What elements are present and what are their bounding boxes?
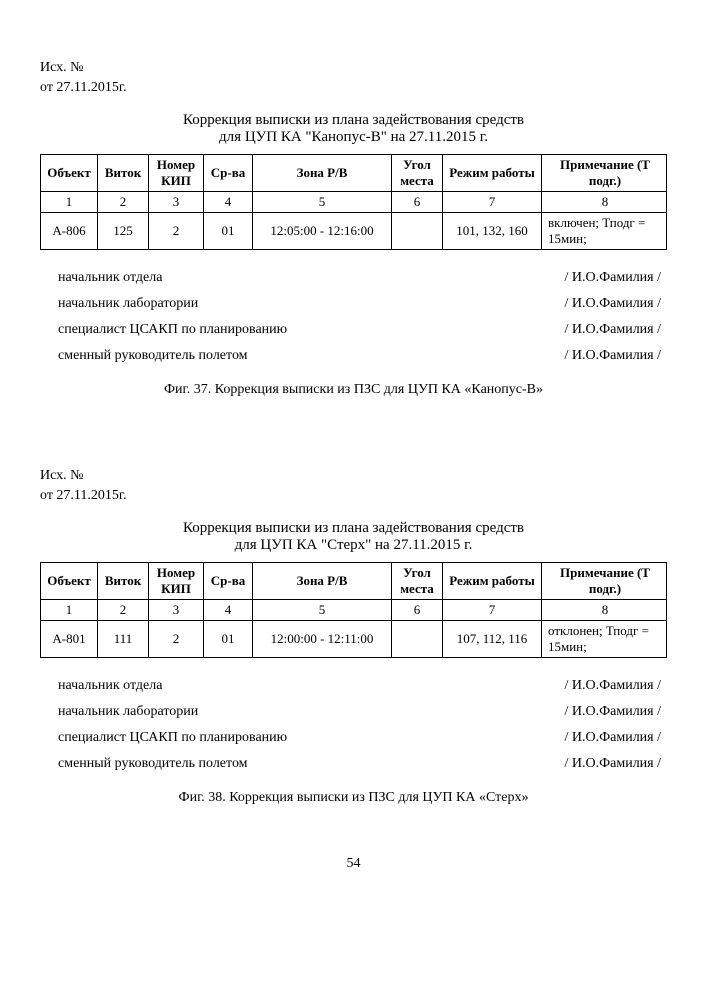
- sign-row: начальник отдела / И.О.Фамилия /: [58, 678, 667, 694]
- cell: 01: [204, 213, 253, 250]
- col-header: Объект: [41, 155, 98, 192]
- cell: 2: [98, 600, 149, 621]
- col-header: Номер КИП: [149, 563, 204, 600]
- title-line-1: Коррекция выписки из плана задействовани…: [40, 112, 667, 129]
- signatures: начальник отдела / И.О.Фамилия / начальни…: [40, 270, 667, 364]
- number-row: 1 2 3 4 5 6 7 8: [41, 192, 667, 213]
- sign-role: сменный руководитель полетом: [58, 348, 248, 364]
- ref-date: от 27.11.2015г.: [40, 80, 667, 96]
- sign-name: / И.О.Фамилия /: [564, 348, 667, 364]
- signatures: начальник отдела / И.О.Фамилия / начальни…: [40, 678, 667, 772]
- sign-role: начальник отдела: [58, 678, 162, 694]
- cell: 6: [392, 600, 443, 621]
- title-line-2: для ЦУП КА "Канопус-В" на 27.11.2015 г.: [40, 129, 667, 146]
- title-block: Коррекция выписки из плана задействовани…: [40, 520, 667, 554]
- col-header: Режим работы: [443, 563, 542, 600]
- col-header: Виток: [98, 563, 149, 600]
- cell: 5: [253, 192, 392, 213]
- ref-number: Исх. №: [40, 60, 667, 76]
- cell: отклонен; Тподг = 15мин;: [542, 621, 667, 658]
- cell: А-806: [41, 213, 98, 250]
- cell: 125: [98, 213, 149, 250]
- cell: 3: [149, 600, 204, 621]
- sign-name: / И.О.Фамилия /: [564, 704, 667, 720]
- cell: 1: [41, 192, 98, 213]
- cell: 12:05:00 - 12:16:00: [253, 213, 392, 250]
- col-header: Номер КИП: [149, 155, 204, 192]
- col-header: Режим работы: [443, 155, 542, 192]
- cell: 4: [204, 600, 253, 621]
- cell: 4: [204, 192, 253, 213]
- cell: 7: [443, 192, 542, 213]
- sign-row: начальник отдела / И.О.Фамилия /: [58, 270, 667, 286]
- sign-row: сменный руководитель полетом / И.О.Фамили…: [58, 348, 667, 364]
- cell: 101, 132, 160: [443, 213, 542, 250]
- ref-date: от 27.11.2015г.: [40, 488, 667, 504]
- sign-name: / И.О.Фамилия /: [564, 756, 667, 772]
- ref-number: Исх. №: [40, 468, 667, 484]
- sign-name: / И.О.Фамилия /: [564, 322, 667, 338]
- sign-row: начальник лаборатории / И.О.Фамилия /: [58, 704, 667, 720]
- data-table-1: Объект Виток Номер КИП Ср-ва Зона Р/В Уг…: [40, 154, 667, 250]
- cell: [392, 213, 443, 250]
- cell: [392, 621, 443, 658]
- cell: включен; Тподг = 15мин;: [542, 213, 667, 250]
- col-header: Зона Р/В: [253, 155, 392, 192]
- sign-role: специалист ЦСАКП по планированию: [58, 730, 287, 746]
- data-row: А-806 125 2 01 12:05:00 - 12:16:00 101, …: [41, 213, 667, 250]
- sign-name: / И.О.Фамилия /: [564, 730, 667, 746]
- sign-role: начальник отдела: [58, 270, 162, 286]
- cell: 107, 112, 116: [443, 621, 542, 658]
- sign-row: специалист ЦСАКП по планированию / И.О.Фа…: [58, 322, 667, 338]
- cell: 01: [204, 621, 253, 658]
- sign-row: сменный руководитель полетом / И.О.Фамили…: [58, 756, 667, 772]
- cell: 7: [443, 600, 542, 621]
- sign-name: / И.О.Фамилия /: [564, 678, 667, 694]
- sign-row: специалист ЦСАКП по планированию / И.О.Фа…: [58, 730, 667, 746]
- sign-role: начальник лаборатории: [58, 704, 198, 720]
- title-block: Коррекция выписки из плана задействовани…: [40, 112, 667, 146]
- col-header: Зона Р/В: [253, 563, 392, 600]
- page-number: 54: [40, 856, 667, 872]
- sign-row: начальник лаборатории / И.О.Фамилия /: [58, 296, 667, 312]
- sign-role: специалист ЦСАКП по планированию: [58, 322, 287, 338]
- col-header: Ср-ва: [204, 155, 253, 192]
- cell: 6: [392, 192, 443, 213]
- col-header: Виток: [98, 155, 149, 192]
- col-header: Ср-ва: [204, 563, 253, 600]
- cell: А-801: [41, 621, 98, 658]
- cell: 1: [41, 600, 98, 621]
- cell: 12:00:00 - 12:11:00: [253, 621, 392, 658]
- col-header: Объект: [41, 563, 98, 600]
- title-line-2: для ЦУП КА "Стерх" на 27.11.2015 г.: [40, 537, 667, 554]
- cell: 2: [149, 213, 204, 250]
- cell: 5: [253, 600, 392, 621]
- col-header: Примечание (Т подг.): [542, 155, 667, 192]
- sign-role: сменный руководитель полетом: [58, 756, 248, 772]
- cell: 111: [98, 621, 149, 658]
- document-1: Исх. № от 27.11.2015г. Коррекция выписки…: [40, 60, 667, 398]
- title-line-1: Коррекция выписки из плана задействовани…: [40, 520, 667, 537]
- cell: 2: [98, 192, 149, 213]
- sign-name: / И.О.Фамилия /: [564, 270, 667, 286]
- sign-name: / И.О.Фамилия /: [564, 296, 667, 312]
- header-row: Объект Виток Номер КИП Ср-ва Зона Р/В Уг…: [41, 155, 667, 192]
- col-header: Угол места: [392, 155, 443, 192]
- col-header: Угол места: [392, 563, 443, 600]
- header-row: Объект Виток Номер КИП Ср-ва Зона Р/В Уг…: [41, 563, 667, 600]
- data-table-2: Объект Виток Номер КИП Ср-ва Зона Р/В Уг…: [40, 562, 667, 658]
- figure-caption: Фиг. 37. Коррекция выписки из ПЗС для ЦУ…: [40, 382, 667, 398]
- cell: 3: [149, 192, 204, 213]
- sign-role: начальник лаборатории: [58, 296, 198, 312]
- cell: 2: [149, 621, 204, 658]
- figure-caption: Фиг. 38. Коррекция выписки из ПЗС для ЦУ…: [40, 790, 667, 806]
- col-header: Примечание (Т подг.): [542, 563, 667, 600]
- cell: 8: [542, 192, 667, 213]
- number-row: 1 2 3 4 5 6 7 8: [41, 600, 667, 621]
- data-row: А-801 111 2 01 12:00:00 - 12:11:00 107, …: [41, 621, 667, 658]
- cell: 8: [542, 600, 667, 621]
- document-2: Исх. № от 27.11.2015г. Коррекция выписки…: [40, 468, 667, 806]
